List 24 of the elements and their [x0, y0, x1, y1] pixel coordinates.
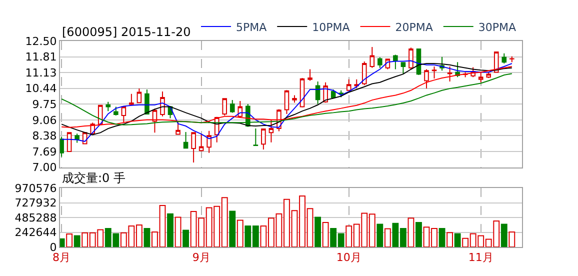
y-tick-label: 11.81: [25, 50, 57, 64]
y-tick-label: 10.44: [25, 82, 57, 96]
x-tick-label: 10月: [336, 251, 362, 264]
legend-label: 30PMA: [478, 20, 516, 34]
y-tick-label: 970576: [14, 182, 57, 195]
y-tick-label: 7.00: [32, 161, 57, 174]
y-tick-label: 9.75: [32, 98, 57, 112]
y-tick-label: 727932: [14, 196, 57, 210]
chart-title: [600095] 2015-11-20: [62, 25, 191, 39]
x-tick-label: 11月: [468, 251, 494, 264]
y-tick-label: 9.06: [32, 114, 57, 127]
y-tick-label: 7.69: [32, 145, 57, 158]
text: 成交量:0 手: [62, 171, 126, 185]
legend-label: 5PMA: [236, 20, 268, 34]
legend-label: 10PMA: [312, 20, 350, 34]
y-tick-label: 8.38: [32, 130, 57, 143]
y-tick-label: 12.50: [25, 34, 57, 48]
legend-label: 20PMA: [395, 20, 434, 34]
y-tick-label: 11.13: [25, 66, 57, 80]
y-tick-label: 0: [50, 240, 57, 254]
x-tick-label: 8月: [52, 251, 71, 264]
y-tick-label: 485288: [14, 211, 57, 224]
x-tick-label: 9月: [192, 251, 210, 264]
y-tick-label: 242644: [14, 226, 57, 240]
